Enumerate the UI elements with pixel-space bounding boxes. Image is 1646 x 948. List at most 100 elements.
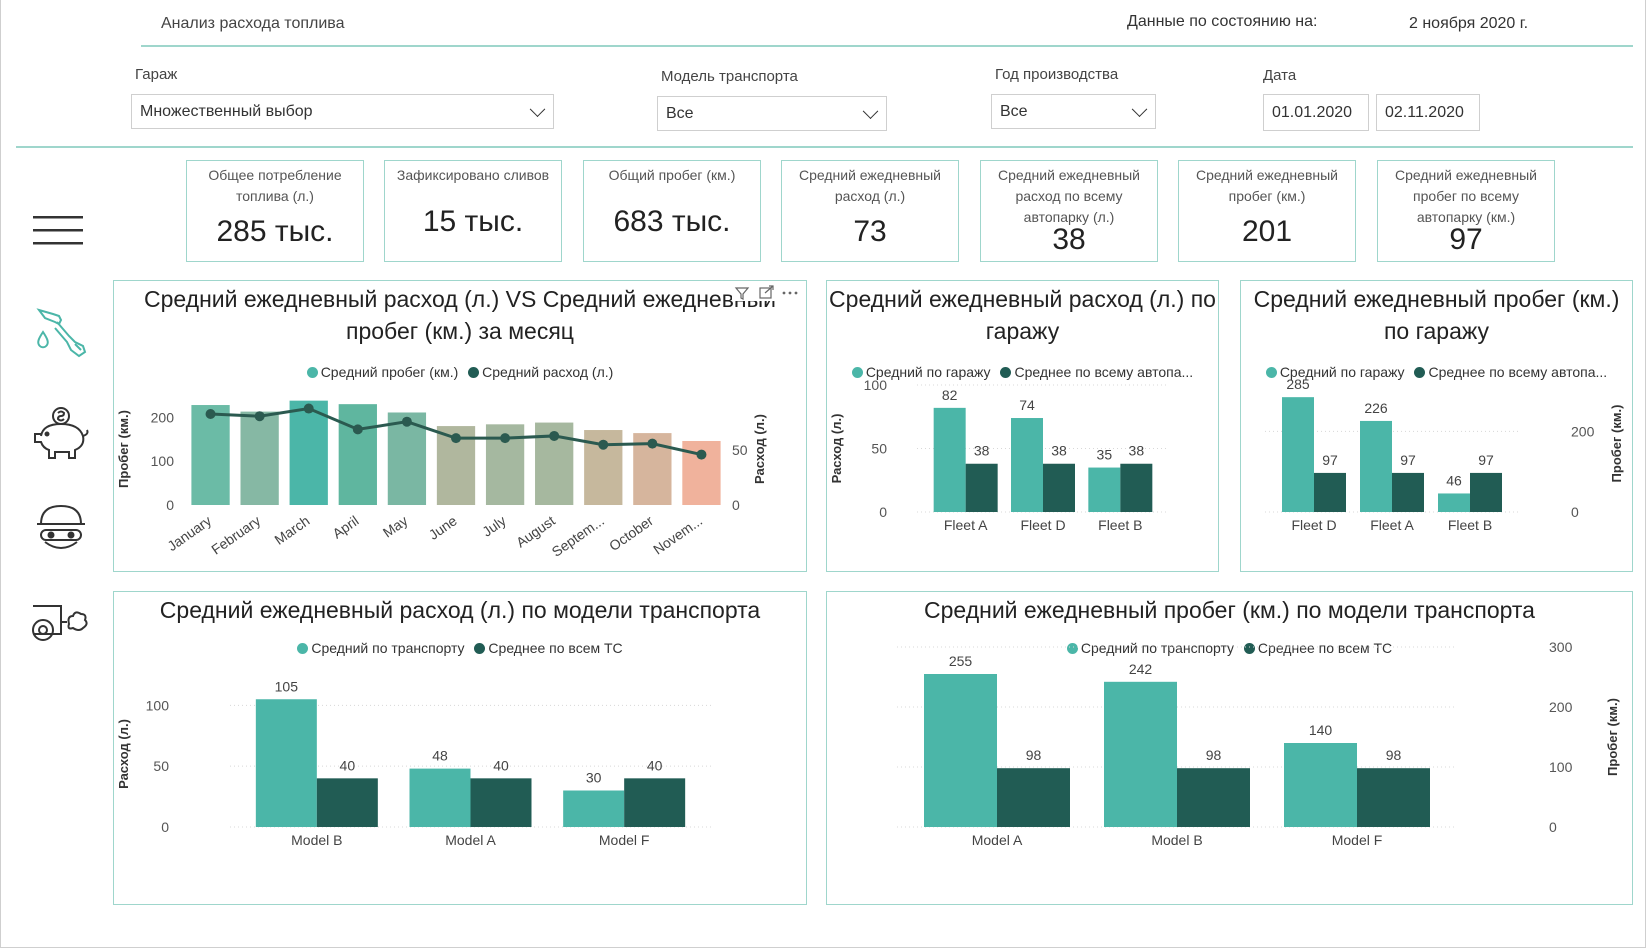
- line-point: [549, 430, 560, 441]
- kpi-label: Средний ежедневный пробег по всему автоп…: [1394, 167, 1538, 225]
- legend-item[interactable]: Средний расход (л.): [468, 364, 613, 380]
- chevron-down-icon: [1131, 100, 1148, 117]
- garage-dropdown[interactable]: Множественный выбор: [131, 94, 554, 129]
- x-tick-label: Model F: [1332, 832, 1383, 848]
- fuel-by-model-panel[interactable]: Средний ежедневный расход (л.) по модели…: [113, 591, 807, 905]
- bar: [1360, 420, 1392, 512]
- legend-item[interactable]: Средний по транспорту: [1066, 640, 1235, 656]
- visual-header-toolbar: [732, 285, 802, 301]
- focus-mode-icon[interactable]: [759, 285, 774, 299]
- bar: [1392, 472, 1424, 512]
- mileage-by-garage-panel[interactable]: Средний ежедневный пробег (км.) по гараж…: [1240, 280, 1633, 572]
- x-tick-label: Fleet B: [1098, 517, 1142, 533]
- legend-label: Среднее по всем ТС: [1257, 640, 1393, 656]
- kpi-label: Общий пробег (км.): [608, 167, 736, 183]
- model-dropdown[interactable]: Все: [657, 96, 887, 131]
- menu-icon[interactable]: [31, 210, 87, 255]
- kpi-card-fleet-daily-mileage: Средний ежедневный пробег по всему автоп…: [1377, 160, 1555, 262]
- x-tick-label: March: [271, 512, 312, 547]
- legend-item[interactable]: Среднее по всему автопа...: [1000, 364, 1193, 380]
- kpi-label: Средний ежедневный пробег (км.): [1195, 167, 1339, 204]
- date-to-input[interactable]: 02.11.2020: [1376, 94, 1480, 131]
- legend-item[interactable]: Среднее по всем ТС: [1243, 640, 1393, 656]
- more-options-icon[interactable]: [782, 291, 798, 295]
- bar: [1284, 743, 1357, 827]
- y-tick-label: 100: [1549, 759, 1573, 775]
- report-title: Анализ расхода топлива: [161, 15, 345, 32]
- legend-label: Среднее по всем ТС: [488, 640, 623, 656]
- data-label: 285: [1286, 376, 1310, 392]
- chart-title: Средний ежедневный расход (л.) по модели…: [159, 597, 761, 623]
- y-tick-label: 200: [151, 409, 175, 425]
- bar: [1470, 472, 1502, 512]
- legend-item[interactable]: Средний по гаражу: [851, 364, 991, 380]
- chart-legend: Средний по гаражу Среднее по всему автоп…: [1241, 364, 1632, 380]
- bar: [409, 768, 471, 827]
- bar: [563, 790, 625, 827]
- x-tick-label: Septem...: [549, 512, 607, 559]
- legend-label: Средний по транспорту: [311, 640, 465, 656]
- legend-label: Средний по транспорту: [1080, 640, 1235, 656]
- fuel-by-garage-panel[interactable]: Средний ежедневный расход (л.) по гаражу…: [826, 280, 1219, 572]
- legend-dot: [1265, 367, 1277, 378]
- fuel-pump-icon[interactable]: [31, 306, 91, 367]
- legend-item[interactable]: Среднее по всем ТС: [474, 640, 623, 656]
- x-tick-label: Fleet D: [1291, 517, 1336, 533]
- y-tick-label: 200: [1571, 423, 1595, 439]
- y-axis-title: Пробег (км.): [1609, 405, 1624, 483]
- thief-icon[interactable]: [31, 500, 91, 561]
- data-label: 97: [1478, 452, 1494, 468]
- year-dropdown[interactable]: Все: [991, 94, 1156, 129]
- kpi-value: 73: [853, 215, 887, 248]
- data-label: 98: [1386, 747, 1402, 763]
- x-tick-label: Model B: [1151, 832, 1202, 848]
- date-from-input[interactable]: 01.01.2020: [1263, 94, 1369, 131]
- bar: [1282, 397, 1314, 512]
- y-tick-label: 0: [166, 497, 174, 513]
- bar: [255, 699, 317, 827]
- bar: [240, 411, 279, 505]
- year-dropdown-value: Все: [1000, 102, 1028, 120]
- x-tick-label: January: [164, 512, 214, 554]
- filter-icon[interactable]: [734, 287, 750, 300]
- line-point: [401, 416, 412, 427]
- piggy-bank-icon[interactable]: [31, 406, 91, 467]
- data-label: 38: [974, 443, 990, 459]
- data-label: 46: [1446, 472, 1462, 488]
- legend-item[interactable]: Средний по транспорту: [297, 640, 465, 656]
- legend-dot: [468, 367, 480, 378]
- exhaust-icon[interactable]: [31, 594, 91, 655]
- kpi-label: Средний ежедневный расход (л.): [798, 167, 942, 204]
- data-date-label: Данные по состоянию на:: [1127, 13, 1318, 30]
- line-point: [205, 409, 216, 420]
- data-label: 255: [949, 653, 973, 669]
- bar: [924, 674, 997, 827]
- monthly-combo-panel[interactable]: Средний ежедневный расход (л.) VS Средни…: [113, 280, 807, 572]
- date-to-value: 02.11.2020: [1385, 103, 1464, 121]
- kpi-value: 683 тыс.: [613, 205, 731, 238]
- bar: [1011, 418, 1043, 512]
- data-label: 40: [340, 757, 356, 773]
- y2-tick-label: 50: [732, 442, 748, 458]
- data-label: 242: [1129, 661, 1153, 677]
- x-tick-label: Model F: [599, 832, 650, 848]
- x-tick-label: June: [426, 512, 460, 543]
- y-tick-label: 0: [161, 819, 169, 835]
- y-tick-label: 50: [871, 441, 887, 457]
- y-tick-label: 100: [151, 453, 175, 469]
- legend-item[interactable]: Средний пробег (км.): [306, 364, 458, 380]
- legend-item[interactable]: Средний по гаражу: [1265, 364, 1405, 380]
- data-label: 48: [432, 748, 448, 764]
- data-label: 226: [1364, 400, 1388, 416]
- x-tick-label: October: [606, 512, 656, 554]
- data-label: 98: [1026, 747, 1042, 763]
- header-divider: [141, 45, 1633, 47]
- legend-item[interactable]: Среднее по всему автопа...: [1414, 364, 1607, 380]
- x-tick-label: Fleet B: [1448, 517, 1492, 533]
- y2-axis-title: Расход (л.): [752, 414, 767, 484]
- kpi-label: Зафиксировано сливов: [396, 167, 550, 183]
- kpi-card-total-fuel: Общее потребление топлива (л.) 285 тыс.: [186, 160, 364, 262]
- mileage-by-model-panel[interactable]: Средний ежедневный пробег (км.) по модел…: [826, 591, 1633, 905]
- bar: [1438, 493, 1470, 512]
- model-dropdown-value: Все: [666, 104, 694, 122]
